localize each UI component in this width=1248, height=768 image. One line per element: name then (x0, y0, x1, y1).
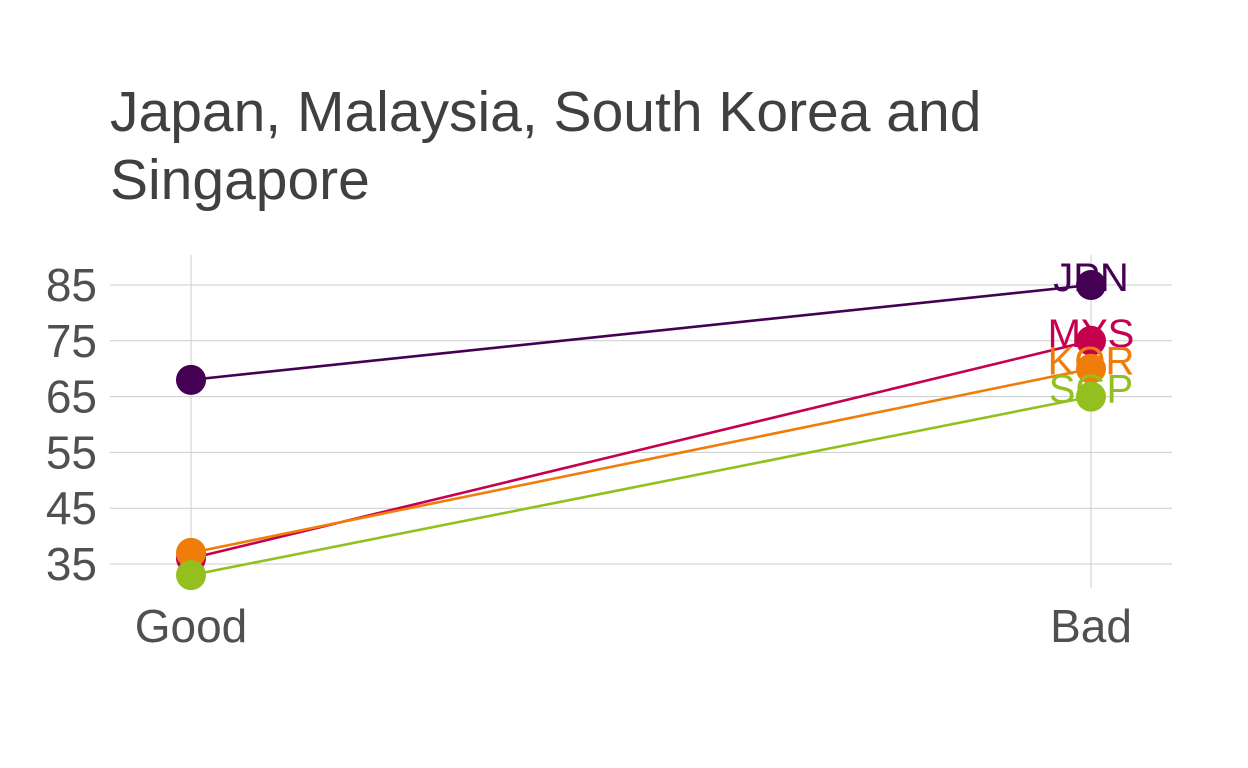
series-label-kor: KOR (1048, 340, 1135, 384)
series-label-jpn: JPN (1053, 256, 1129, 300)
y-tick-label: 55 (46, 426, 97, 478)
data-point-kor-good (176, 537, 206, 568)
series-line-sgp (189, 395, 1093, 577)
y-tick-label: 75 (46, 315, 97, 367)
series-line-kor (189, 367, 1093, 555)
data-point-mys-bad (1076, 325, 1106, 356)
gridlines (110, 255, 1172, 588)
y-tick-label: 85 (46, 259, 97, 311)
y-tick-label: 35 (46, 538, 97, 590)
data-point-sgp-good (176, 560, 206, 591)
series-label-sgp: SGP (1049, 368, 1133, 412)
chart-title: Japan, Malaysia, South Korea and Singapo… (110, 80, 982, 212)
x-axis-tick-labels: Good Bad (135, 600, 1132, 652)
series-line-jpn (189, 283, 1093, 382)
series-lines (189, 283, 1093, 577)
data-point-jpn-good (176, 364, 206, 395)
data-point-kor-bad (1076, 353, 1106, 384)
x-tick-label-good: Good (135, 600, 248, 652)
data-point-jpn-bad (1076, 270, 1106, 300)
series-points (176, 270, 1106, 591)
data-point-sgp-bad (1076, 381, 1106, 412)
y-tick-label: 65 (46, 371, 97, 423)
x-tick-label-bad: Bad (1050, 600, 1132, 652)
y-tick-label: 45 (46, 482, 97, 534)
series-label-mys: MYS (1048, 312, 1135, 356)
